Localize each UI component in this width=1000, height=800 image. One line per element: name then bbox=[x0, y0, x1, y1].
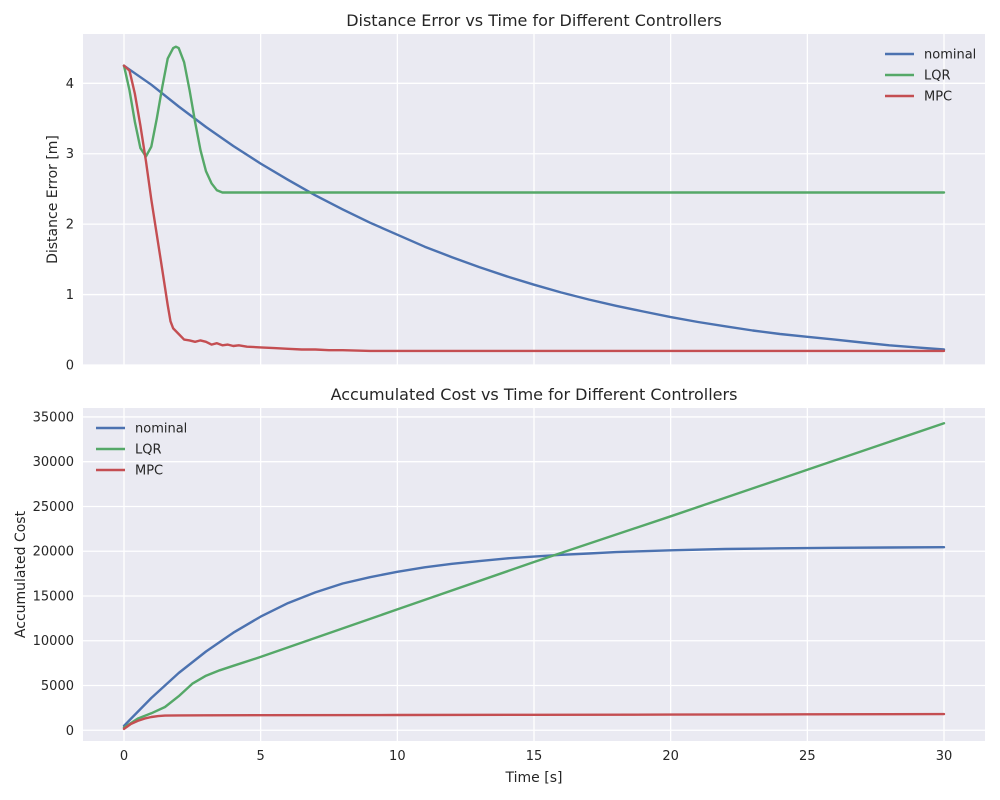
chart-title: Distance Error vs Time for Different Con… bbox=[346, 11, 722, 30]
chart-panel-2: 0 5000 10000 15000 20000 25000 30000 35000 0 5 10 1… bbox=[13, 385, 985, 786]
series-line-nominal bbox=[122, 546, 946, 727]
legend-label-nominal: nominal bbox=[135, 422, 187, 437]
y-tick-label: 5000 bbox=[41, 679, 74, 694]
legend-label-nominal: nominal bbox=[924, 48, 976, 63]
chart-title: Accumulated Cost vs Time for Different C… bbox=[331, 385, 738, 404]
y-tick-label: 1 bbox=[66, 288, 74, 303]
y-tick-label: 25000 bbox=[33, 500, 74, 515]
legend-label-mpc: MPC bbox=[924, 90, 952, 105]
y-tick-label: 35000 bbox=[33, 410, 74, 425]
chart-panel-1: 0 1 2 3 4 Distance Error vs Time for Differen… bbox=[45, 11, 985, 374]
y-tick-label: 20000 bbox=[33, 545, 74, 560]
series-line-mpc bbox=[122, 712, 946, 731]
legend-label-mpc: MPC bbox=[135, 464, 163, 479]
x-tick-label: 15 bbox=[526, 749, 543, 764]
x-tick-label: 0 bbox=[120, 749, 128, 764]
y-tick-label: 0 bbox=[66, 359, 74, 374]
legend: nominal LQR MPC bbox=[96, 422, 187, 479]
x-axis-label: Time [s] bbox=[505, 770, 563, 786]
y-tick-label: 2 bbox=[66, 218, 74, 233]
legend-label-lqr: LQR bbox=[135, 443, 162, 458]
y-tick-label: 4 bbox=[66, 77, 74, 92]
series-line-lqr bbox=[122, 422, 946, 729]
x-tick-label: 30 bbox=[936, 749, 953, 764]
y-axis-label: Distance Error [m] bbox=[45, 135, 61, 264]
y-tick-label: 0 bbox=[66, 724, 74, 739]
y-tick-label: 10000 bbox=[33, 634, 74, 649]
x-tick-label: 10 bbox=[389, 749, 406, 764]
series-line-nominal bbox=[122, 64, 946, 351]
x-tick-label: 20 bbox=[662, 749, 679, 764]
x-tick-label: 5 bbox=[257, 749, 265, 764]
series-line-lqr bbox=[122, 45, 946, 194]
legend: nominal LQR MPC bbox=[885, 48, 976, 105]
y-axis-label: Accumulated Cost bbox=[13, 510, 29, 638]
y-tick-label: 15000 bbox=[33, 589, 74, 604]
y-tick-label: 30000 bbox=[33, 455, 74, 470]
series-line-mpc bbox=[122, 64, 946, 353]
x-tick-label: 25 bbox=[799, 749, 816, 764]
y-tick-label: 3 bbox=[66, 147, 74, 162]
legend-label-lqr: LQR bbox=[924, 69, 951, 84]
